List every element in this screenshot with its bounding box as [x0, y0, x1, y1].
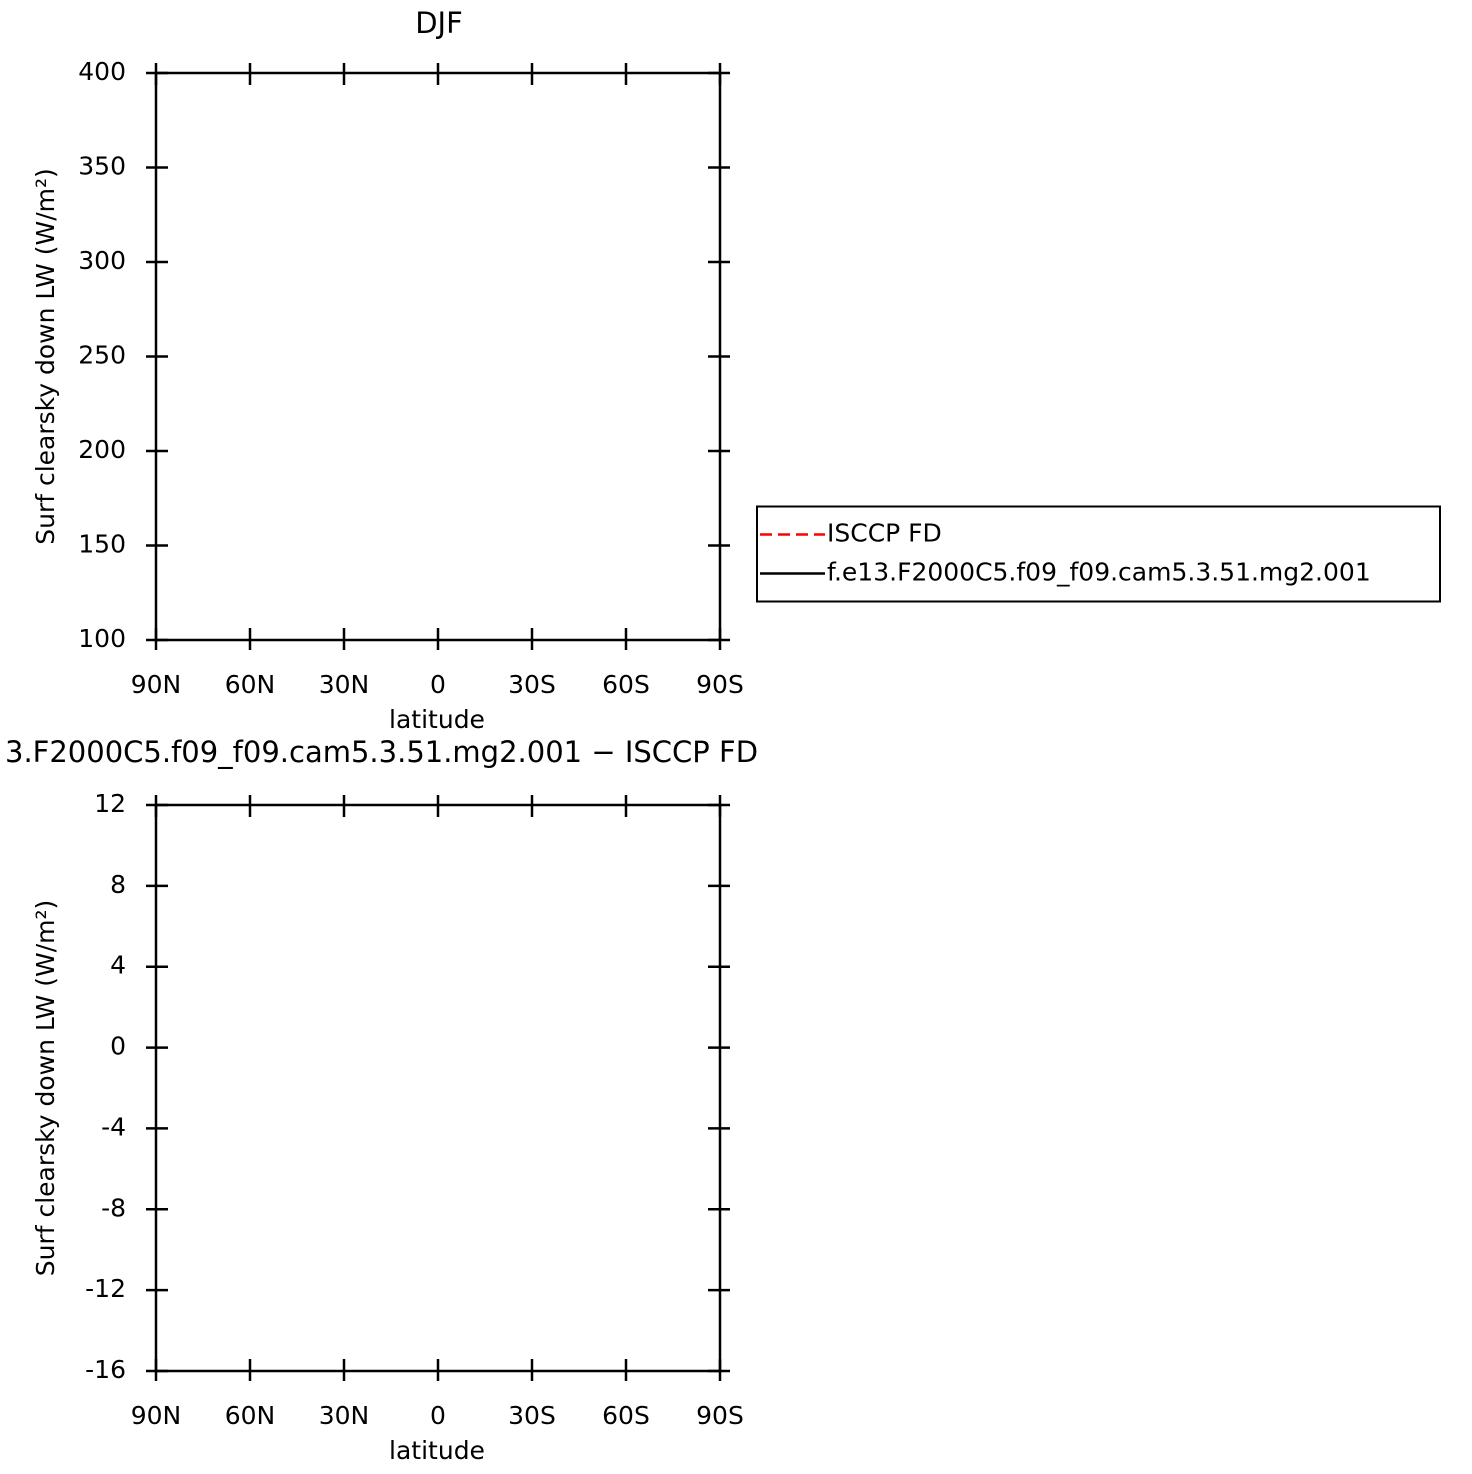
y-tick-label: 400 — [78, 57, 126, 86]
x-tick-label: 90S — [696, 1401, 744, 1430]
legend-label: f.e13.F2000C5.f09_f09.cam5.3.51.mg2.001 — [827, 558, 1371, 587]
x-axis-label: latitude — [389, 705, 485, 734]
x-tick-label: 0 — [430, 1401, 446, 1430]
y-tick-label: 150 — [78, 530, 126, 559]
x-tick-label: 90N — [131, 670, 182, 699]
x-tick-label: 60N — [225, 670, 276, 699]
y-tick-label: 0 — [110, 1032, 126, 1061]
y-axis-label: Surf clearsky down LW (W/m²) — [31, 900, 60, 1277]
y-tick-label: -4 — [101, 1112, 126, 1141]
y-tick-label: 12 — [94, 789, 126, 818]
chart-title: DJF — [415, 6, 463, 40]
x-tick-label: 90N — [131, 1401, 182, 1430]
y-tick-label: 200 — [78, 435, 126, 464]
y-axis-label: Surf clearsky down LW (W/m²) — [31, 168, 60, 545]
y-tick-label: -12 — [85, 1274, 126, 1303]
x-tick-label: 90S — [696, 670, 744, 699]
x-tick-label: 30N — [319, 670, 370, 699]
x-tick-label: 60S — [602, 670, 650, 699]
y-tick-label: -16 — [85, 1355, 126, 1384]
legend-label: ISCCP FD — [827, 519, 942, 548]
plot-frame — [154, 71, 722, 642]
x-tick-label: 30S — [508, 670, 556, 699]
x-tick-label: 30N — [319, 1401, 370, 1430]
chart-title: 3.F2000C5.f09_f09.cam5.3.51.mg2.001 − IS… — [5, 735, 758, 769]
plot-frame — [154, 803, 722, 1373]
y-tick-label: 4 — [110, 951, 126, 980]
y-tick-label: 300 — [78, 246, 126, 275]
x-tick-label: 30S — [508, 1401, 556, 1430]
y-tick-label: 8 — [110, 870, 126, 899]
y-tick-label: 350 — [78, 152, 126, 181]
y-tick-label: -8 — [101, 1193, 126, 1222]
legend-box — [756, 505, 1441, 603]
y-tick-label: 100 — [78, 624, 126, 653]
x-axis-label: latitude — [389, 1436, 485, 1465]
x-tick-label: 60N — [225, 1401, 276, 1430]
x-tick-label: 60S — [602, 1401, 650, 1430]
x-tick-label: 0 — [430, 670, 446, 699]
y-tick-label: 250 — [78, 341, 126, 370]
